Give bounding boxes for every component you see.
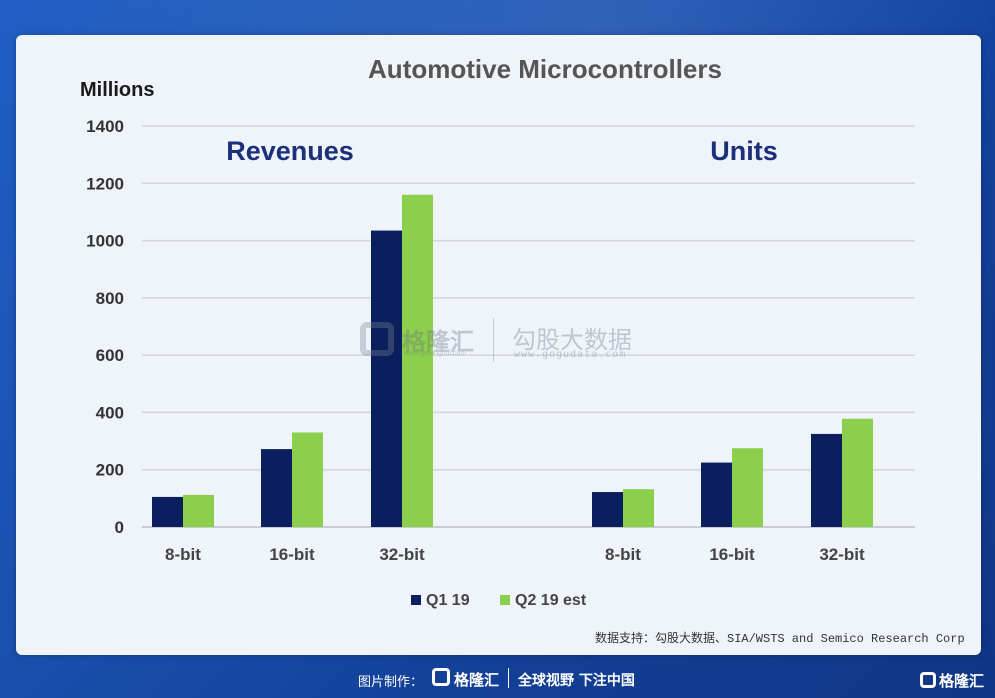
- legend: Q1 19 Q2 19 est: [411, 592, 587, 609]
- footer-divider: [508, 668, 509, 688]
- y-tick-label: 800: [96, 289, 124, 308]
- bar-revenues-8-bit-q2: [183, 494, 214, 527]
- footer-slogan: 全球视野 下注中国: [518, 673, 635, 689]
- x-tick-label: 16-bit: [269, 545, 315, 564]
- x-tick-label: 8-bit: [165, 545, 201, 564]
- bar-revenues-32-bit-q2: [402, 194, 433, 527]
- legend-label-q2: Q2 19 est: [515, 592, 587, 609]
- bar-revenues-16-bit-q1: [261, 449, 292, 527]
- legend-label-q1: Q1 19: [426, 592, 470, 609]
- x-tick-label: 8-bit: [605, 545, 641, 564]
- bar-revenues-8-bit-q1: [152, 496, 183, 527]
- y-tick-label: 400: [96, 403, 124, 422]
- bar-units-16-bit-q2: [732, 448, 763, 527]
- bar-units-32-bit-q2: [842, 418, 873, 527]
- watermark-divider: [493, 318, 494, 362]
- gelonghui-logo-icon: [432, 668, 450, 686]
- y-tick-label: 0: [115, 518, 124, 537]
- watermark-url: www.gelonghui.com: [404, 350, 467, 357]
- y-tick-label: 1000: [86, 232, 124, 251]
- footer-bar: 图片制作： 格隆汇 全球视野 下注中国: [0, 660, 995, 698]
- corner-logo-name: 格隆汇: [939, 672, 985, 690]
- y-tick-label: 1200: [86, 174, 124, 193]
- x-tick-label: 32-bit: [379, 545, 425, 564]
- watermark-url-2: www.gogudata.com: [514, 349, 627, 360]
- footer-logo-name: 格隆汇: [454, 671, 500, 689]
- bar-revenues-32-bit-q1: [371, 230, 402, 527]
- source-note: 数据支持：勾股大数据、SIA/WSTS and Semico Research …: [595, 632, 965, 646]
- bar-units-8-bit-q1: [592, 492, 623, 527]
- bar-units-32-bit-q1: [811, 433, 842, 527]
- legend-swatch-q1: [411, 595, 421, 605]
- chart-card: Automotive Microcontrollers Millions Rev…: [16, 35, 981, 655]
- legend-swatch-q2: [500, 595, 510, 605]
- x-tick-label: 16-bit: [709, 545, 755, 564]
- chart-title: Automotive Microcontrollers: [368, 54, 722, 84]
- bar-units-16-bit-q1: [701, 462, 732, 527]
- bar-units-8-bit-q2: [623, 489, 654, 527]
- panel-label-revenues: Revenues: [226, 136, 354, 166]
- panel-label-units: Units: [710, 136, 778, 166]
- bar-revenues-16-bit-q2: [292, 432, 323, 527]
- corner-logo-icon: [920, 672, 936, 688]
- background-decoration: [0, 0, 995, 40]
- made-by-label: 图片制作：: [358, 675, 424, 690]
- x-tick-label: 32-bit: [819, 545, 865, 564]
- watermark-name-2: 勾股大数据: [512, 326, 632, 354]
- watermark-name: 格隆汇: [402, 328, 474, 356]
- watermark-logo-icon: [360, 322, 394, 356]
- corner-logo: 格隆汇: [920, 670, 984, 691]
- bar-chart: Automotive Microcontrollers Millions Rev…: [80, 54, 915, 609]
- y-tick-label: 600: [96, 346, 124, 365]
- y-tick-label: 200: [96, 461, 124, 480]
- y-axis-label: Millions: [80, 79, 154, 101]
- y-tick-label: 1400: [86, 117, 124, 136]
